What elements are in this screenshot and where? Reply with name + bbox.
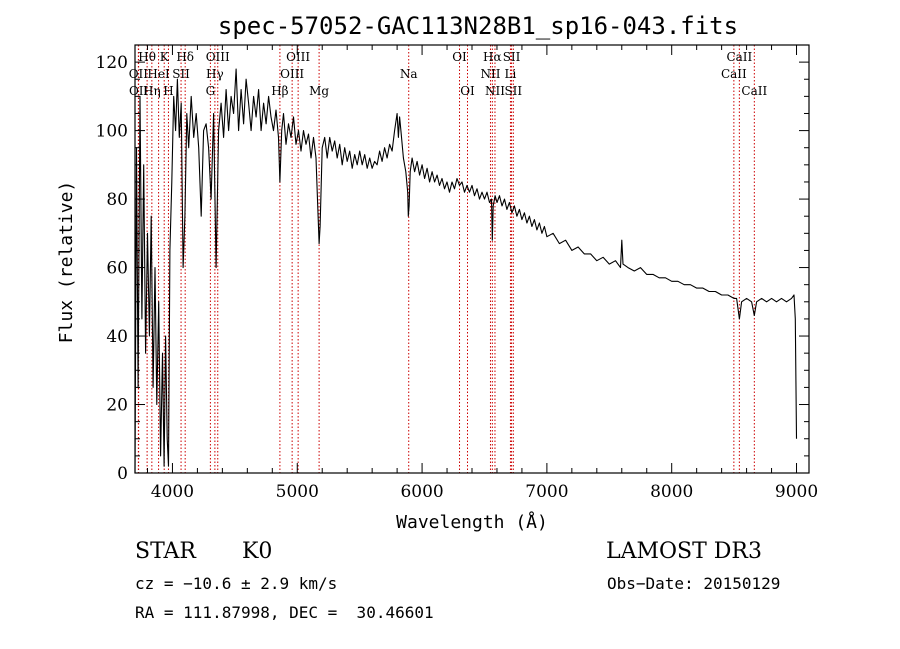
line-label-12: Hβ [271,84,288,98]
line-label-27: CaII [741,84,767,98]
line-label-9: OIII [206,50,230,64]
x-tick-label: 6000 [400,482,443,502]
line-label-11: G [206,84,216,98]
y-tick-label: 100 [96,122,128,142]
line-label-21: NII [485,84,505,98]
line-label-23: Li [505,67,517,81]
line-label-2: OII [129,84,149,98]
line-label-26: CaII [721,67,747,81]
line-label-22: SII [503,50,521,64]
line-label-19: Hα [483,50,502,64]
spectral-line-markers [137,45,755,473]
line-label-17: OI [452,50,467,64]
chart-title: spec-57052-GAC113N28B1_sp16-043.fits [218,12,738,40]
object-class: STAR [135,539,196,564]
line-label-5: K [160,50,170,64]
line-label-15: Mg [309,84,329,98]
line-label-14: OIII [280,67,304,81]
y-axis-label: Flux (relative) [56,181,77,344]
line-label-16: Na [400,67,418,81]
y-tick-label: 80 [106,190,128,210]
flux-series-line [134,68,798,474]
line-label-24: SII [504,84,522,98]
line-label-25: CaII [726,50,752,64]
x-tick-label: 8000 [650,482,693,502]
y-axis: 0 20 40 60 80 100 120 [96,53,809,484]
line-label-18: OI [460,84,475,98]
line-label-20: NII [480,67,500,81]
x-axis: 4000 5000 6000 7000 8000 9000 [146,45,818,502]
redshift-info: cz = −10.6 ± 2.9 km/s [135,574,338,593]
y-tick-label: 60 [106,259,128,279]
line-label-3: Hη [143,84,161,98]
x-axis-label: Wavelength (Å) [396,511,548,533]
line-label-6: SII [172,67,190,81]
observation-date: Obs−Date: 20150129 [607,574,781,593]
y-tick-label: 20 [106,396,128,416]
line-label-7: H [163,84,173,98]
survey-name: LAMOST DR3 [606,539,762,564]
x-tick-label: 5000 [276,482,319,502]
line-label-13: OIII [286,50,310,64]
line-label-1: OII [129,67,149,81]
line-label-8: Hδ [176,50,194,64]
y-tick-label: 120 [96,53,128,73]
y-tick-label: 40 [106,327,128,347]
plot-frame [134,44,810,474]
x-tick-label: 7000 [525,482,568,502]
coordinates: RA = 111.87998, DEC = 30.46601 [135,603,434,622]
object-subclass: K0 [242,539,273,564]
x-tick-label: 9000 [775,482,818,502]
x-tick-label: 4000 [151,482,194,502]
line-label-10: Hγ [206,67,224,81]
y-tick-label: 0 [117,464,128,484]
line-label-0: Hθ [138,50,156,64]
line-label-4: HeI [147,67,170,81]
